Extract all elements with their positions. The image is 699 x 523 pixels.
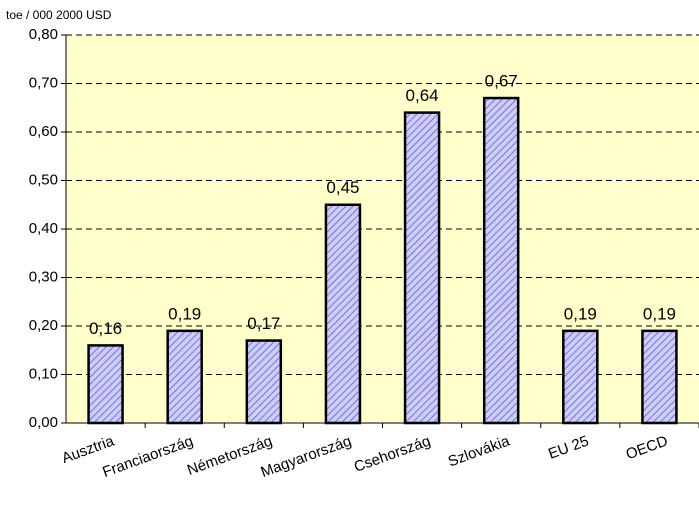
value-label: 0,16	[89, 319, 122, 338]
value-label: 0,45	[326, 178, 359, 197]
value-label: 0,19	[168, 304, 201, 323]
x-tick-label: OECD	[624, 432, 671, 463]
y-tick-label: 0,50	[29, 171, 58, 188]
y-tick-label: 0,70	[29, 74, 58, 91]
value-label: 0,17	[247, 314, 280, 333]
value-label: 0,67	[485, 72, 518, 91]
x-tick-label: Csehország	[352, 433, 433, 476]
y-tick-label: 0,10	[29, 365, 58, 382]
y-tick-label: 0,80	[29, 26, 58, 43]
x-tick-label: Magyarország	[259, 433, 354, 481]
bar	[166, 329, 203, 425]
bar	[87, 344, 124, 425]
value-label: 0,19	[564, 304, 597, 323]
y-tick-label: 0,40	[29, 220, 58, 237]
bar	[641, 329, 678, 425]
y-tick-label: 0,60	[29, 123, 58, 140]
bar	[562, 329, 599, 425]
value-label: 0,64	[406, 86, 439, 105]
bar	[403, 111, 441, 425]
value-label: 0,19	[643, 304, 676, 323]
bar	[482, 96, 520, 425]
y-tick-label: 0,20	[29, 317, 58, 334]
y-tick-label: 0,00	[29, 414, 58, 431]
bar	[324, 203, 362, 425]
y-axis-label: toe / 000 2000 USD	[6, 8, 112, 22]
bar	[245, 339, 283, 425]
x-tick-label: Szlovákia	[446, 432, 513, 470]
x-tick-label: Franciaország	[100, 433, 195, 481]
x-tick-label: EU 25	[546, 433, 591, 463]
y-tick-label: 0,30	[29, 268, 58, 285]
